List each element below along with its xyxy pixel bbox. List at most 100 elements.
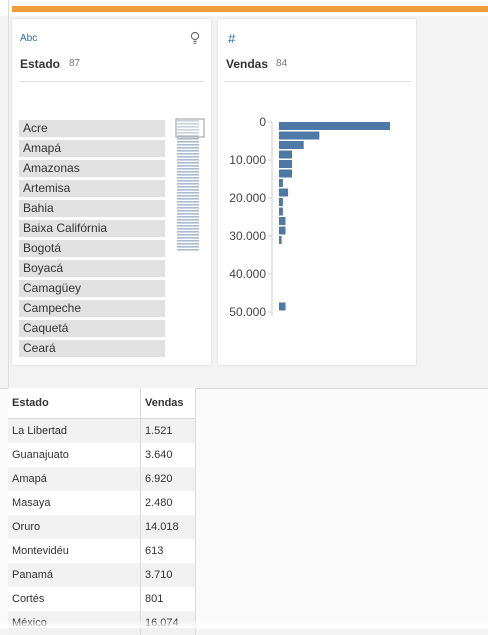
estado-list-item[interactable]: Bogotá: [19, 240, 165, 257]
estado-card-divider: [19, 81, 204, 82]
column-header-estado[interactable]: Estado: [8, 388, 141, 419]
histogram-tick-label: 10.000: [229, 153, 266, 167]
cell-vendas[interactable]: 14.018: [140, 515, 196, 539]
minimap-line: [177, 246, 199, 248]
minimap-line: [177, 225, 199, 227]
table-row[interactable]: Oruro 14.018: [8, 515, 196, 539]
cell-estado[interactable]: Oruro: [8, 515, 141, 539]
estado-list-item[interactable]: Baixa Califórnia: [19, 220, 165, 237]
minimap-line: [177, 180, 199, 182]
histogram-bar[interactable]: [279, 169, 292, 178]
lightbulb-icon[interactable]: [190, 31, 200, 50]
vendas-histogram[interactable]: 0 10.000 20.000 30.000 40.000 50.000: [220, 112, 390, 322]
minimap-line: [177, 141, 199, 143]
minimap-line: [177, 243, 199, 245]
estado-scroll-minimap[interactable]: [175, 118, 205, 252]
table-row[interactable]: Guanajuato 3.640: [8, 443, 196, 467]
minimap-line: [177, 207, 199, 209]
left-divider: [8, 0, 9, 390]
estado-list-item[interactable]: Camagüey: [19, 280, 165, 297]
minimap-line: [177, 123, 199, 125]
minimap-line: [177, 204, 199, 206]
estado-list-item[interactable]: Boyacá: [19, 260, 165, 277]
cell-estado[interactable]: Cortés: [8, 587, 141, 611]
flow-accent-stripe: [12, 6, 488, 12]
column-header-vendas[interactable]: Vendas: [140, 388, 196, 419]
minimap-line: [177, 150, 199, 152]
histogram-bar[interactable]: [279, 207, 283, 216]
vendas-profile-card[interactable]: # Vendas 84: [218, 19, 416, 365]
estado-list-item[interactable]: Ceará: [19, 340, 165, 357]
histogram-tick-label: 30.000: [229, 229, 266, 243]
minimap-line: [177, 120, 199, 122]
table-row[interactable]: Masaya 2.480: [8, 491, 196, 515]
histogram-bar[interactable]: [279, 179, 283, 187]
cell-vendas[interactable]: 1.521: [140, 418, 196, 443]
estado-list-item[interactable]: Amazonas: [19, 160, 165, 177]
cell-estado[interactable]: Panamá: [8, 563, 141, 587]
histogram-bar[interactable]: [279, 150, 292, 159]
estado-value-list[interactable]: Acre Amapá Amazonas Artemisa Bahia Baixa Cali…: [19, 120, 165, 360]
vendas-distinct-count: 84: [276, 58, 288, 69]
estado-card-title: Estado: [20, 57, 61, 71]
histogram-bar[interactable]: [279, 188, 289, 197]
estado-list-item[interactable]: Artemisa: [19, 180, 165, 197]
minimap-viewport[interactable]: [175, 118, 205, 138]
cell-vendas[interactable]: 2.480: [140, 491, 196, 515]
histogram-bar[interactable]: [279, 160, 292, 168]
estado-list-item[interactable]: Caquetá: [19, 320, 165, 337]
string-type-icon: Abc: [20, 33, 38, 44]
table-row[interactable]: Panamá 3.710: [8, 563, 196, 587]
histogram-bar[interactable]: [279, 236, 282, 244]
table-row[interactable]: Cortés 801: [8, 587, 196, 611]
minimap-line: [177, 234, 199, 236]
cell-estado[interactable]: Guanajuato: [8, 443, 141, 467]
minimap-line: [177, 174, 199, 176]
estado-distinct-count: 87: [69, 58, 81, 69]
estado-list-item[interactable]: Campeche: [19, 300, 165, 317]
minimap-line: [177, 135, 199, 137]
minimap-line: [177, 177, 199, 179]
cell-estado[interactable]: La Libertad: [8, 418, 141, 443]
estado-list-item[interactable]: Acre: [19, 120, 165, 137]
minimap-line: [177, 210, 199, 212]
cell-estado[interactable]: Montevidéu: [8, 539, 141, 563]
histogram-bar[interactable]: [279, 217, 286, 225]
cell-estado[interactable]: Amapá: [8, 467, 141, 491]
cell-vendas[interactable]: 801: [140, 587, 196, 611]
histogram-bar[interactable]: [279, 226, 286, 235]
minimap-line: [177, 228, 199, 230]
cell-vendas[interactable]: 3.710: [140, 563, 196, 587]
histogram-bar[interactable]: [279, 198, 283, 206]
histogram-bar[interactable]: [279, 122, 390, 130]
histogram-bar[interactable]: [279, 141, 304, 149]
number-type-icon: #: [228, 31, 236, 46]
histogram-tick-label: 50.000: [229, 305, 266, 319]
minimap-line: [177, 165, 199, 167]
minimap-line: [177, 159, 199, 161]
estado-list-item[interactable]: Bahia: [19, 200, 165, 217]
minimap-line: [177, 153, 199, 155]
minimap-line: [177, 189, 199, 191]
minimap-line: [177, 186, 199, 188]
cell-vendas[interactable]: 3.640: [140, 443, 196, 467]
data-grid: Estado Vendas La Libertad 1.521 Guanajuato…: [8, 388, 196, 635]
minimap-line: [177, 249, 199, 251]
cell-estado[interactable]: Masaya: [8, 491, 141, 515]
estado-list-item[interactable]: Amapá: [19, 140, 165, 157]
minimap-line: [177, 195, 199, 197]
minimap-line: [177, 138, 199, 140]
table-row[interactable]: Montevidéu 613: [8, 539, 196, 563]
table-row[interactable]: Amapá 6.920: [8, 467, 196, 491]
table-row[interactable]: La Libertad 1.521: [8, 418, 196, 443]
histogram-tick-label: 40.000: [229, 267, 266, 281]
histogram-bar[interactable]: [279, 302, 286, 311]
minimap-line: [177, 126, 199, 128]
minimap-line: [177, 219, 199, 221]
histogram-bar[interactable]: [279, 131, 320, 140]
minimap-line: [177, 132, 199, 134]
cell-vendas[interactable]: 6.920: [140, 467, 196, 491]
cell-vendas[interactable]: 613: [140, 539, 196, 563]
minimap-line: [177, 222, 199, 224]
minimap-line: [177, 162, 199, 164]
